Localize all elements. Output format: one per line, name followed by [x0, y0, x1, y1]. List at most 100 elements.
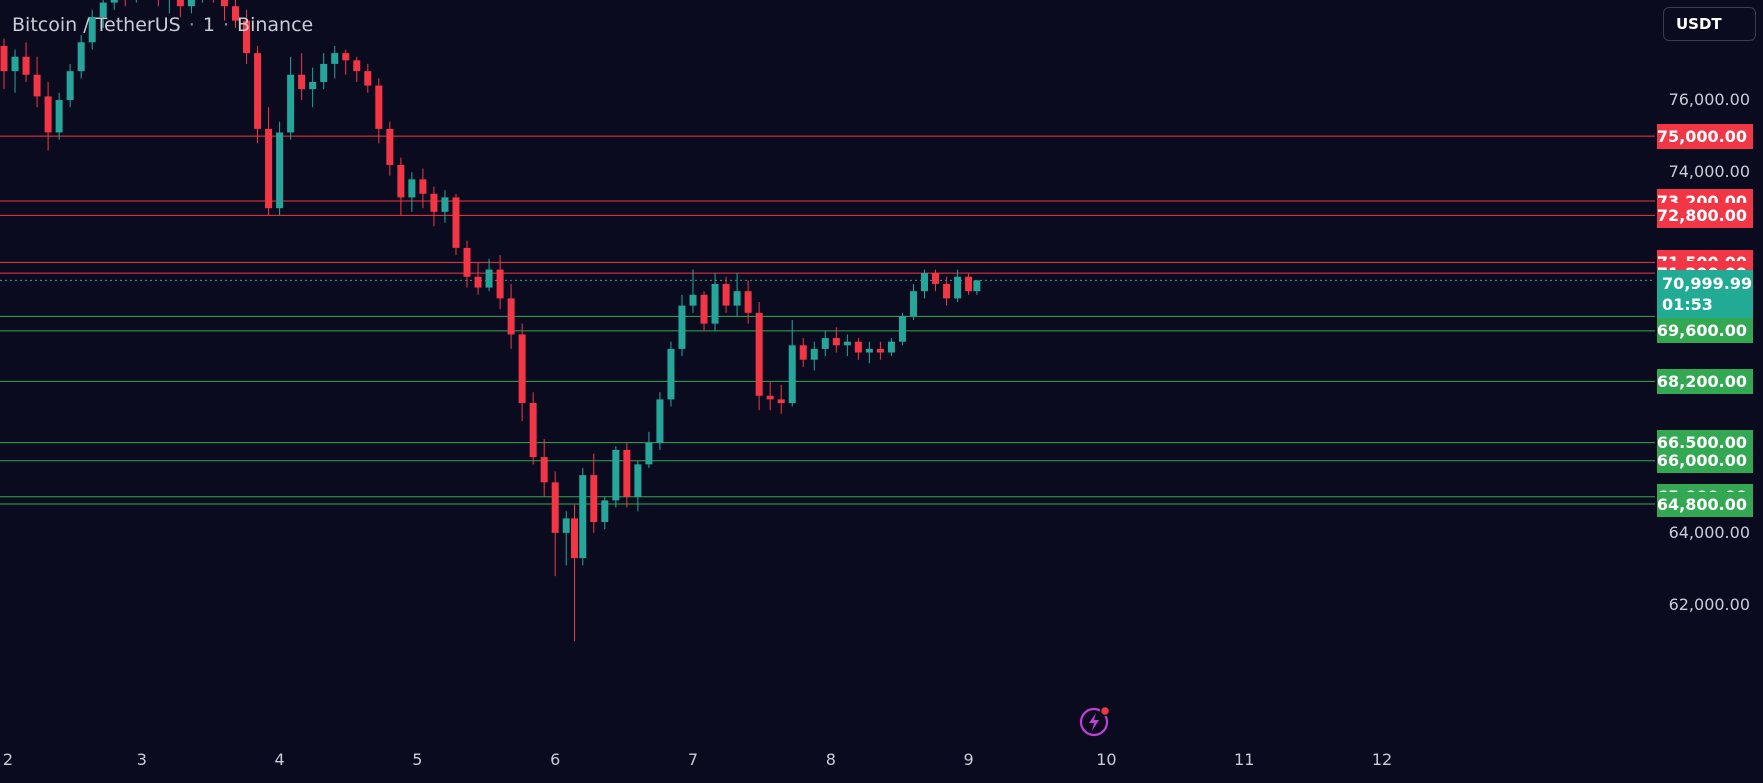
- candle: [689, 269, 697, 313]
- candle: [88, 9, 96, 50]
- candle: [287, 56, 295, 140]
- candle-body: [777, 399, 785, 403]
- candle: [375, 78, 383, 144]
- candle: [562, 511, 570, 566]
- candle-body: [887, 341, 895, 353]
- time-axis-label: 11: [1234, 750, 1255, 769]
- candle: [843, 334, 851, 357]
- candle-body: [485, 269, 493, 288]
- candle-body: [265, 128, 273, 209]
- candle: [44, 81, 52, 151]
- candle-body: [854, 341, 862, 353]
- resistance_levels-badge: 75,000.00: [1657, 123, 1753, 149]
- candle: [441, 190, 449, 223]
- candle: [540, 439, 548, 497]
- candle: [711, 273, 719, 331]
- candle-body: [441, 197, 449, 212]
- support_levels-badge: 68,200.00: [1657, 368, 1753, 394]
- candle: [678, 294, 686, 357]
- current-price-value: 70,999.99: [1662, 274, 1753, 294]
- candle: [342, 49, 350, 75]
- candle-body: [590, 475, 598, 523]
- candle-body: [579, 475, 587, 559]
- candle: [921, 269, 929, 299]
- candle: [529, 392, 537, 465]
- candle: [212, 0, 214, 3]
- candle: [176, 0, 184, 18]
- candle-body: [562, 518, 570, 533]
- candle-body: [419, 179, 427, 194]
- candle: [168, 0, 170, 14]
- candle: [320, 53, 328, 90]
- candle: [386, 121, 394, 176]
- candle: [201, 0, 203, 3]
- candle-body: [220, 0, 228, 7]
- candle-body: [331, 53, 339, 64]
- candle: [408, 172, 416, 212]
- candle: [744, 280, 752, 324]
- price-axis-label: 76,000.00: [1668, 90, 1750, 109]
- candle-body: [397, 164, 405, 198]
- support_levels-badge: 64,800.00: [1657, 491, 1753, 517]
- time-axis-label: 3: [136, 750, 147, 769]
- candle: [612, 446, 620, 508]
- candle: [430, 186, 438, 227]
- candle-body: [22, 56, 30, 75]
- candle: [954, 269, 962, 302]
- candle: [518, 323, 526, 422]
- candle: [331, 45, 339, 79]
- candle: [601, 496, 609, 530]
- candle-body: [463, 247, 471, 277]
- candle-body: [77, 42, 85, 72]
- candle-countdown: 01:53: [1662, 295, 1713, 315]
- time-axis-label: 8: [825, 750, 836, 769]
- candle: [364, 63, 372, 93]
- candle: [0, 38, 8, 90]
- candle: [810, 341, 818, 371]
- price-axis-label: 64,000.00: [1668, 522, 1750, 542]
- time-axis-label: 12: [1371, 750, 1393, 769]
- support_levels-badge: 69,600.00: [1657, 318, 1753, 344]
- candle-body: [44, 96, 52, 133]
- candle-body: [99, 2, 107, 18]
- lightning-alert-icon[interactable]: [1078, 704, 1112, 738]
- candlestick-series: [0, 0, 981, 642]
- candle-body: [799, 345, 807, 360]
- candle-body: [243, 20, 251, 54]
- candle: [876, 341, 884, 360]
- candle-body: [88, 17, 96, 43]
- candle-body: [667, 348, 675, 400]
- candle: [777, 384, 785, 414]
- candle: [66, 63, 74, 108]
- candle: [645, 431, 653, 468]
- candle-body: [309, 81, 317, 90]
- candle: [124, 0, 126, 7]
- candle-body: [909, 291, 917, 317]
- candle: [854, 338, 862, 360]
- candle: [755, 302, 763, 411]
- candle: [943, 276, 951, 306]
- candle-body: [342, 53, 350, 61]
- candle-body: [529, 403, 537, 458]
- time-axis-label: 9: [963, 750, 974, 769]
- candle-body: [187, 0, 195, 7]
- candle-body: [55, 100, 63, 133]
- candle: [485, 258, 493, 292]
- candle: [590, 453, 598, 533]
- candle-body: [843, 341, 851, 346]
- candle: [232, 0, 240, 28]
- candle-body: [932, 273, 940, 284]
- candle: [799, 338, 807, 367]
- candle: [353, 56, 361, 82]
- currency-button[interactable]: USDT: [1663, 7, 1756, 41]
- candle-body: [755, 312, 763, 396]
- candle: [722, 276, 730, 313]
- candle: [821, 330, 829, 357]
- candle-body: [601, 500, 609, 523]
- exchange: Binance: [237, 14, 314, 36]
- candle-body: [364, 71, 372, 86]
- candle-body: [832, 338, 840, 346]
- candle-body: [954, 276, 962, 299]
- candle-body: [623, 449, 631, 497]
